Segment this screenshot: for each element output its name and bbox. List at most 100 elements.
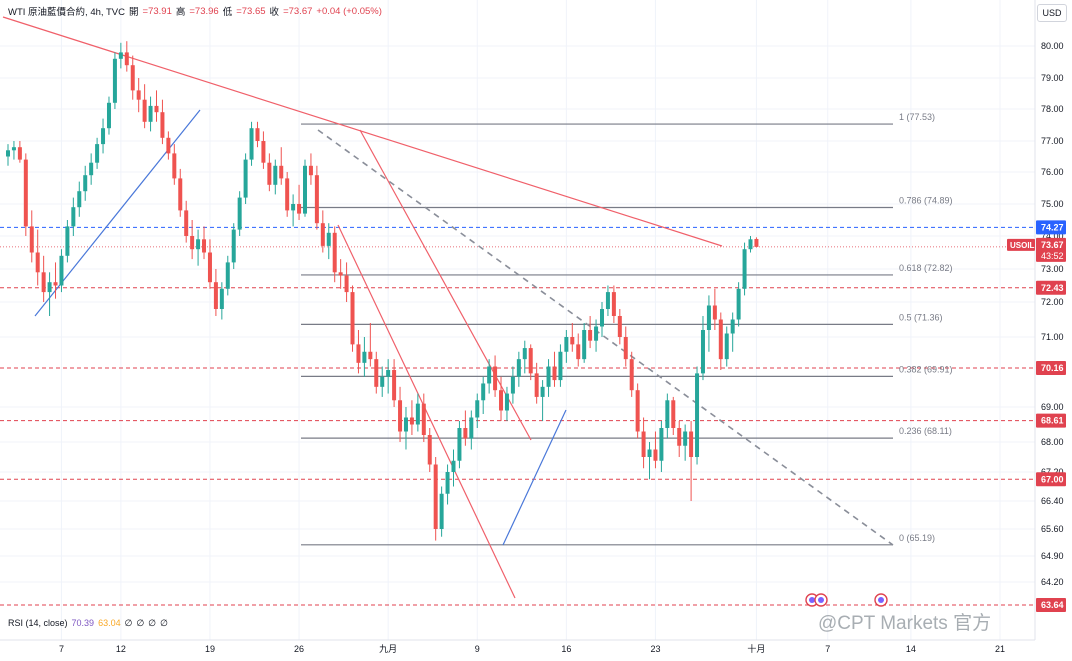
time-tick-label: 19 bbox=[205, 644, 215, 654]
close-value: =73.67 bbox=[283, 5, 313, 17]
price-level-tag-label: 68.61 bbox=[1041, 416, 1064, 426]
candle-body bbox=[89, 162, 94, 176]
candle-body bbox=[65, 226, 70, 256]
candle-body bbox=[380, 376, 385, 387]
price-tick-label: 74.00 bbox=[1041, 231, 1064, 241]
candle-body bbox=[718, 319, 723, 360]
candle-body bbox=[499, 390, 504, 411]
high-label: 高 bbox=[175, 7, 186, 18]
candle-body bbox=[457, 428, 462, 461]
candle-body bbox=[629, 359, 634, 391]
candle-body bbox=[112, 58, 117, 103]
candle-body bbox=[374, 359, 379, 387]
candle-body bbox=[142, 99, 147, 122]
candle-body bbox=[11, 147, 16, 151]
candle-body bbox=[558, 351, 563, 381]
candle-body bbox=[528, 348, 533, 374]
time-tick-label: 9 bbox=[475, 644, 480, 654]
candle-body bbox=[291, 204, 296, 211]
price-level-tag bbox=[1036, 361, 1066, 375]
candle-body bbox=[207, 252, 212, 283]
candle-body bbox=[303, 165, 307, 214]
candle-body bbox=[582, 330, 587, 360]
candle-body bbox=[255, 128, 260, 141]
candle-body bbox=[35, 252, 40, 273]
candle-body bbox=[683, 431, 688, 446]
rsi-label[interactable]: RSI (14, close) bbox=[8, 618, 68, 628]
candle-body bbox=[409, 417, 414, 425]
price-tick-label: 64.90 bbox=[1041, 551, 1064, 561]
candle-body bbox=[6, 150, 10, 157]
candle-body bbox=[148, 105, 153, 122]
countdown-label: 43:52 bbox=[1041, 251, 1064, 261]
rsi-extra: ∅ bbox=[160, 618, 168, 628]
price-level-tag bbox=[1036, 598, 1066, 612]
candle-body bbox=[124, 52, 129, 66]
price-level-tag bbox=[1036, 413, 1066, 428]
candle-body bbox=[237, 197, 242, 230]
candle-body bbox=[481, 383, 486, 401]
price-level-tag-label: 72.43 bbox=[1041, 283, 1064, 293]
channel-lower-line bbox=[337, 224, 516, 599]
candle-body bbox=[243, 159, 248, 198]
support-trendline-2 bbox=[502, 409, 567, 546]
candle-body bbox=[600, 309, 604, 327]
time-axis[interactable]: 7 12 19 26 九月 9 16 23 十月 7 14 21 bbox=[0, 639, 1035, 654]
trend-lines[interactable] bbox=[2, 16, 894, 599]
open-label: 開 bbox=[129, 7, 139, 18]
candle-body bbox=[386, 370, 391, 377]
price-tick-label: 79.00 bbox=[1041, 73, 1064, 83]
candle-body bbox=[695, 373, 700, 457]
rsi-extra: ∅ bbox=[148, 618, 157, 628]
candle-body bbox=[106, 102, 111, 129]
candle-body bbox=[190, 236, 195, 250]
candle-body bbox=[653, 449, 658, 461]
rsi-extra: ∅ bbox=[124, 618, 133, 628]
rsi-legend[interactable]: RSI (14, close) 70.39 63.04 ∅ ∅ ∅ ∅ bbox=[8, 618, 168, 629]
price-tick-label: 64.20 bbox=[1041, 577, 1064, 587]
candle-body bbox=[576, 344, 581, 360]
event-marker-dot bbox=[818, 597, 824, 603]
price-level-tag bbox=[1036, 220, 1066, 235]
last-price-tag bbox=[1036, 237, 1066, 262]
candle-body bbox=[285, 178, 290, 211]
candle-body bbox=[362, 351, 367, 363]
symbol-title[interactable]: WTI 原油藍價合約, 4h, TVC bbox=[8, 7, 126, 18]
candle-body bbox=[273, 165, 278, 185]
fib-level-label: 1 (77.53) bbox=[899, 112, 935, 122]
price-tick-label: 68.00 bbox=[1041, 437, 1064, 447]
candle-body bbox=[219, 288, 224, 309]
candle-body bbox=[647, 449, 652, 457]
time-tick-label: 26 bbox=[294, 644, 304, 654]
candle-body bbox=[439, 493, 444, 529]
price-axis[interactable]: 80.00 79.00 78.00 77.00 76.00 75.00 74.00 73.00… bbox=[1007, 0, 1066, 640]
projection-dashed-line bbox=[317, 129, 894, 546]
candle-body bbox=[540, 386, 545, 397]
fibonacci-retracement[interactable]: 1 (77.53) 0.786 (74.89) 0.618 (72.82) 0.5 (… bbox=[301, 112, 953, 546]
candle-body bbox=[469, 417, 474, 439]
candle-body bbox=[677, 428, 682, 446]
event-markers[interactable] bbox=[805, 593, 888, 607]
candle-body bbox=[611, 292, 616, 316]
candle-body bbox=[41, 272, 46, 293]
symbol-legend[interactable]: WTI 原油藍價合約, 4h, TVC 開 =73.91 高 =73.96 低 =73… bbox=[8, 4, 382, 19]
candles bbox=[6, 41, 759, 541]
candle-body bbox=[504, 393, 509, 411]
candle-body bbox=[748, 239, 753, 250]
candle-body bbox=[29, 226, 34, 253]
candle-body bbox=[730, 319, 735, 334]
price-tick-label: 65.60 bbox=[1041, 524, 1064, 534]
candle-body bbox=[510, 376, 515, 394]
resistance-trendline bbox=[2, 16, 723, 247]
candle-body bbox=[736, 288, 741, 320]
candle-body bbox=[712, 305, 717, 320]
candle-body bbox=[47, 282, 52, 293]
price-tick-label: 77.00 bbox=[1041, 136, 1064, 146]
candle-body bbox=[332, 232, 337, 273]
fib-level-label: 0.236 (68.11) bbox=[899, 426, 952, 436]
time-tick-label: 7 bbox=[825, 644, 830, 654]
currency-button[interactable]: USD bbox=[1037, 4, 1067, 22]
candle-body bbox=[398, 400, 403, 432]
candle-body bbox=[71, 207, 76, 227]
